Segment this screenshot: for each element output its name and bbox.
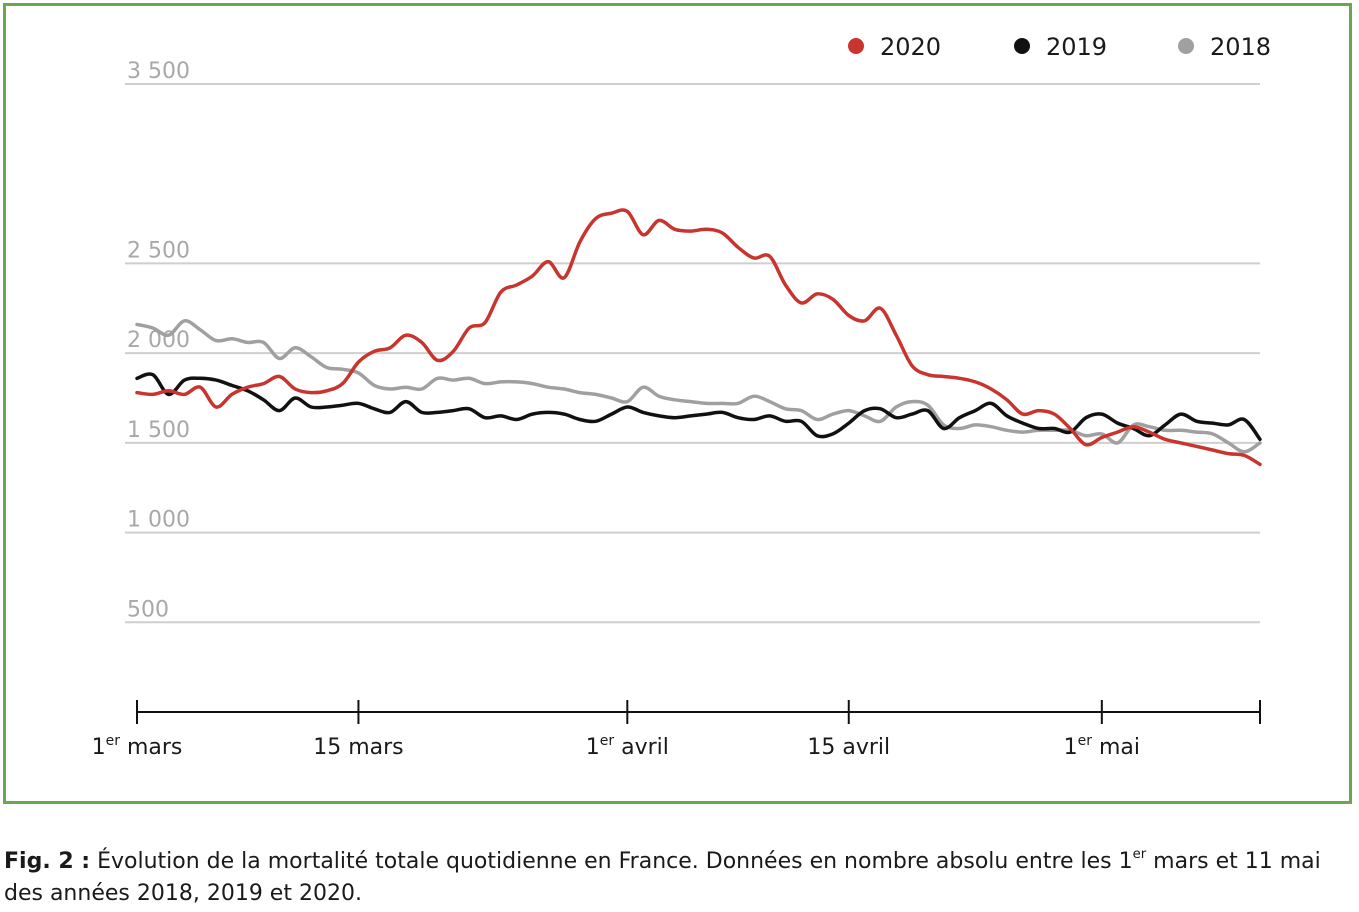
legend-marker-2018 xyxy=(1178,38,1194,54)
chart-frame xyxy=(3,3,1352,804)
x-tick-label-0: 1er mars xyxy=(92,733,183,760)
legend-marker-2020 xyxy=(848,38,864,54)
legend-label-2020: 2020 xyxy=(880,33,941,61)
y-tick-label-3500: 3 500 xyxy=(127,59,190,84)
series-line-2018 xyxy=(135,319,1262,454)
y-tick-label-500: 500 xyxy=(127,597,169,622)
legend-label-2019: 2019 xyxy=(1046,33,1107,61)
figure-label: Fig. 2 : xyxy=(4,849,91,874)
legend-marker-2019 xyxy=(1014,38,1030,54)
x-tick-label-2: 1er avril xyxy=(586,733,669,760)
legend-label-2018: 2018 xyxy=(1210,33,1271,61)
y-tick-label-2500: 2 500 xyxy=(127,238,190,263)
x-tick-label-4: 1er mai xyxy=(1064,733,1140,760)
figure-caption: Fig. 2 : Évolution de la mortalité total… xyxy=(4,846,1356,910)
caption-superscript: er xyxy=(1132,847,1147,863)
y-tick-label-1000: 1 000 xyxy=(127,508,190,533)
x-tick-label-3: 15 avril xyxy=(807,735,890,760)
x-tick-label-1: 15 mars xyxy=(313,735,403,760)
series-line-2019 xyxy=(135,372,1262,442)
caption-text-1: Évolution de la mortalité totale quotidi… xyxy=(90,849,1133,874)
series-line-2020 xyxy=(135,208,1262,467)
y-tick-label-1500: 1 500 xyxy=(127,418,190,443)
caption-text-2: mars et 11 mai des années 2018, 2019 et … xyxy=(4,849,1321,906)
